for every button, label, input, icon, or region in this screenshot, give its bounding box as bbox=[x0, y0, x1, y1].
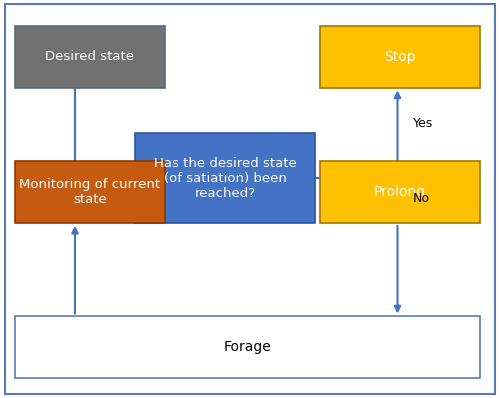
FancyBboxPatch shape bbox=[320, 161, 480, 223]
Text: Stop: Stop bbox=[384, 50, 416, 64]
FancyBboxPatch shape bbox=[15, 161, 165, 223]
Text: Prolong: Prolong bbox=[374, 185, 426, 199]
FancyBboxPatch shape bbox=[135, 133, 315, 223]
Text: No: No bbox=[412, 193, 430, 205]
FancyBboxPatch shape bbox=[15, 316, 480, 378]
Text: Forage: Forage bbox=[224, 340, 272, 354]
Text: Has the desired state
(of satiation) been
reached?: Has the desired state (of satiation) bee… bbox=[154, 156, 296, 200]
Text: Desired state: Desired state bbox=[45, 50, 134, 63]
FancyBboxPatch shape bbox=[320, 26, 480, 88]
FancyBboxPatch shape bbox=[15, 26, 165, 88]
Text: Yes: Yes bbox=[412, 117, 433, 130]
Text: Monitoring of current
state: Monitoring of current state bbox=[20, 178, 160, 206]
